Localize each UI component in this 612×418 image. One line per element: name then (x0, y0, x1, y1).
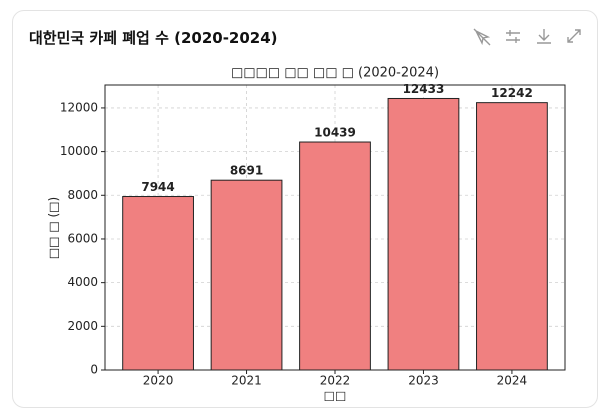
plot-frame (104, 84, 566, 371)
x-axis-label: □□ (324, 389, 347, 403)
y-tick-label: 10000 (60, 144, 98, 158)
bar (299, 141, 371, 371)
y-tick-label: 8000 (67, 188, 98, 202)
value-label: 12242 (491, 86, 533, 100)
download-button[interactable] (537, 29, 551, 44)
value-label: 7944 (141, 180, 174, 194)
bar (122, 196, 194, 371)
y-tick-label: 4000 (67, 275, 98, 289)
value-label: 10439 (314, 126, 356, 140)
x-tick-label: 2021 (231, 374, 262, 388)
bar (476, 102, 548, 371)
expand-button[interactable] (567, 29, 581, 43)
card-title: 대한민국 카페 폐업 수 (2020-2024) (29, 29, 278, 47)
x-tick-label: 2023 (408, 374, 439, 388)
bar (387, 97, 460, 371)
y-tick-label: 0 (90, 363, 98, 377)
y-axis-label: □□ □ (□) (47, 197, 61, 259)
y-tick-label: 2000 (67, 319, 98, 333)
y-tick-label: 6000 (67, 231, 98, 245)
value-label: 12433 (403, 82, 445, 96)
toolbar (473, 28, 581, 46)
hide-button[interactable] (473, 28, 491, 46)
settings-button[interactable] (506, 30, 520, 43)
y-tick-label: 12000 (60, 100, 98, 114)
bar (210, 179, 283, 371)
chart-title: □□□□ □□ □□ □ (2020-2024) (231, 66, 439, 81)
x-tick-label: 2024 (497, 374, 528, 388)
x-tick-label: 2022 (320, 374, 351, 388)
x-tick-label: 2020 (143, 374, 174, 388)
value-label: 8691 (230, 164, 263, 178)
